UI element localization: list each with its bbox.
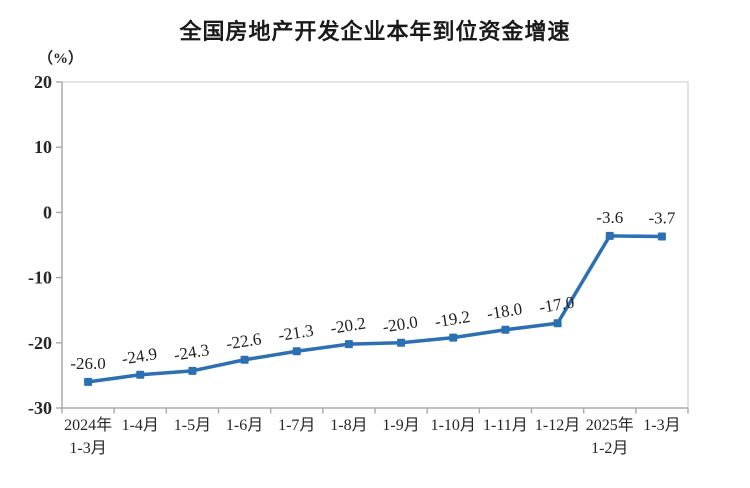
x-axis-label: 1-12月 bbox=[535, 417, 580, 434]
data-point-marker bbox=[605, 231, 614, 240]
data-point-marker bbox=[449, 333, 458, 342]
data-point-marker bbox=[657, 232, 666, 241]
plot-border bbox=[62, 81, 689, 408]
data-point-label: -21.3 bbox=[277, 321, 315, 345]
data-point-marker bbox=[136, 370, 145, 379]
data-point-marker bbox=[397, 338, 406, 347]
x-axis-label: 1-5月 bbox=[174, 417, 211, 434]
x-axis-label: 1-2月 bbox=[591, 440, 628, 457]
data-point-marker bbox=[344, 340, 353, 349]
data-point-marker bbox=[188, 366, 197, 375]
data-point-marker bbox=[501, 325, 510, 334]
y-axis-tick-label: 0 bbox=[43, 202, 52, 222]
data-point-label: -22.6 bbox=[225, 329, 263, 353]
x-axis-label: 1-10月 bbox=[431, 417, 476, 434]
y-axis-tick-label: -30 bbox=[28, 398, 52, 418]
x-axis-label: 1-4月 bbox=[122, 417, 159, 434]
chart-title: 全国房地产开发企业本年到位资金增速 bbox=[179, 19, 571, 44]
x-axis-label: 1-7月 bbox=[278, 417, 315, 434]
data-point-label: -24.3 bbox=[173, 340, 211, 364]
data-point-marker bbox=[292, 347, 301, 356]
data-series-line bbox=[87, 234, 662, 384]
data-point-label: -20.0 bbox=[381, 312, 419, 336]
y-axis-tick-label: -10 bbox=[28, 268, 52, 288]
x-axis-label: 1-6月 bbox=[226, 417, 263, 434]
x-axis-label: 2025年 bbox=[586, 416, 634, 434]
data-point-label: -17.0 bbox=[538, 293, 576, 317]
x-axis-label: 1-8月 bbox=[330, 417, 367, 434]
data-point-marker bbox=[553, 319, 562, 328]
data-point-label: -20.2 bbox=[329, 314, 367, 338]
data-point-label: -26.0 bbox=[70, 354, 105, 373]
x-axis-label: 1-3月 bbox=[643, 417, 680, 434]
data-point-label: -3.7 bbox=[648, 209, 675, 228]
data-point-label: -18.0 bbox=[486, 299, 524, 323]
x-axis-label: 2024年 bbox=[64, 416, 112, 434]
x-axis-label: 1-9月 bbox=[382, 417, 419, 434]
x-axis-label: 1-11月 bbox=[483, 417, 528, 434]
x-axis-label: 1-3月 bbox=[69, 440, 106, 457]
data-point-marker bbox=[84, 377, 93, 386]
data-point-label: -19.2 bbox=[433, 307, 471, 331]
y-axis-tick-label: 10 bbox=[34, 137, 52, 157]
y-axis-tick-label: 20 bbox=[34, 72, 52, 92]
y-axis-tick-label: -20 bbox=[28, 333, 52, 353]
data-point-marker bbox=[240, 355, 249, 364]
data-point-label: -3.6 bbox=[596, 208, 623, 227]
y-axis-unit-label: （%） bbox=[38, 51, 84, 67]
data-point-label: -24.9 bbox=[120, 344, 158, 368]
